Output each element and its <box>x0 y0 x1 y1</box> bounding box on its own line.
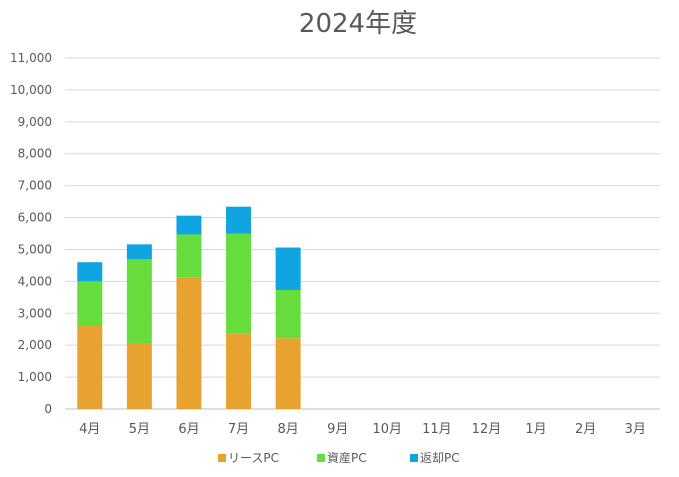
y-tick-label: 3,000 <box>18 306 52 320</box>
x-axis-tick-labels: 4月 5月 6月 7月 8月 9月 10月 11月 12月 1月 2月 3月 <box>79 422 646 437</box>
y-tick-label: 2,000 <box>18 338 52 352</box>
y-tick-label: 0 <box>44 402 52 416</box>
legend-label: リースPC <box>228 451 279 465</box>
bar-segment <box>176 277 202 409</box>
bar-segment <box>275 338 301 409</box>
y-tick-label: 1,000 <box>18 370 52 384</box>
y-tick-label: 4,000 <box>18 274 52 288</box>
bars <box>77 206 301 409</box>
x-tick-label: 11月 <box>422 422 452 437</box>
x-tick-label: 9月 <box>327 422 348 437</box>
x-tick-label: 8月 <box>277 422 298 437</box>
bar-segment <box>126 244 152 260</box>
y-tick-label: 5,000 <box>18 242 52 256</box>
y-tick-label: 10,000 <box>10 83 52 97</box>
legend-label: 資産PC <box>327 450 367 465</box>
x-tick-label: 10月 <box>373 422 403 437</box>
x-tick-label: 1月 <box>525 422 546 437</box>
y-tick-label: 6,000 <box>18 211 52 225</box>
bar-segment <box>275 289 301 339</box>
y-tick-label: 9,000 <box>18 115 52 129</box>
legend-swatch <box>317 454 325 462</box>
y-tick-label: 7,000 <box>18 179 52 193</box>
x-tick-label: 6月 <box>178 422 199 437</box>
bar-segment <box>226 333 252 409</box>
x-tick-label: 7月 <box>228 422 249 437</box>
x-tick-label: 2月 <box>575 422 596 437</box>
y-tick-label: 11,000 <box>10 51 52 65</box>
bar-segment <box>275 247 301 290</box>
bar-segment <box>226 233 252 334</box>
bar-segment <box>126 259 152 344</box>
bar-segment <box>226 206 252 234</box>
bar-segment <box>77 281 103 327</box>
y-axis-tick-labels: 0 1,000 2,000 3,000 4,000 5,000 6,000 7,000 8,00… <box>10 51 52 416</box>
bar-segment <box>77 326 103 409</box>
bar-segment <box>176 234 202 278</box>
bar-segment <box>126 343 152 409</box>
bar-segment <box>77 262 103 282</box>
x-tick-label: 5月 <box>129 422 150 437</box>
x-tick-label: 4月 <box>79 422 100 437</box>
bar-segment <box>176 215 202 235</box>
legend-swatch <box>218 454 226 462</box>
y-tick-label: 8,000 <box>18 147 52 161</box>
gridlines <box>65 57 660 410</box>
x-tick-label: 3月 <box>625 422 646 437</box>
legend: リースPC 資産PC 返却PC <box>218 450 460 465</box>
chart-title: 2024年度 <box>299 9 417 39</box>
legend-swatch <box>410 454 418 462</box>
x-tick-label: 12月 <box>472 422 502 437</box>
legend-label: 返却PC <box>420 451 460 465</box>
